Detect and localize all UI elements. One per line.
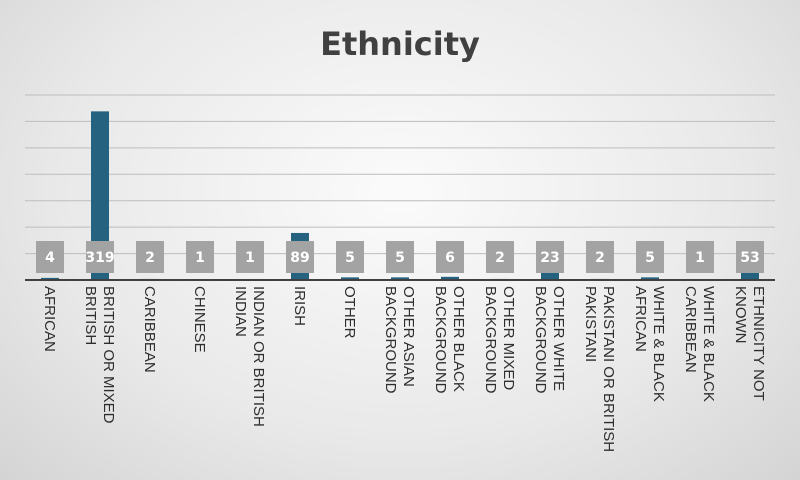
category-label-line: BACKGROUND bbox=[432, 286, 449, 394]
category-label-line: CARIBBEAN bbox=[141, 286, 158, 373]
data-label-box bbox=[536, 241, 564, 273]
data-label-box bbox=[736, 241, 764, 273]
data-label: 1 bbox=[695, 250, 705, 266]
bar bbox=[391, 277, 409, 280]
category-label-line: KNOWN bbox=[732, 286, 749, 344]
data-label: 5 bbox=[645, 250, 655, 266]
data-label-box bbox=[86, 241, 114, 273]
category-label: CARIBBEAN bbox=[141, 286, 158, 373]
category-label-line: AFRICAN bbox=[632, 286, 649, 352]
bar bbox=[41, 277, 59, 280]
bar bbox=[91, 111, 109, 280]
data-label: 6 bbox=[445, 250, 455, 266]
category-label-line: BACKGROUND bbox=[382, 286, 399, 394]
category-label-line: CARIBBEAN bbox=[682, 286, 699, 373]
category-label-line: OTHER ASIAN bbox=[400, 286, 417, 387]
data-label: 2 bbox=[145, 250, 155, 266]
data-label-box bbox=[636, 241, 664, 273]
data-label: 2 bbox=[595, 250, 605, 266]
category-label: IRISH bbox=[291, 286, 308, 326]
category-label-line: ETHNICITY NOT bbox=[750, 286, 767, 401]
category-label-line: OTHER MIXED bbox=[500, 286, 517, 390]
data-label-box bbox=[236, 241, 264, 273]
category-label-line: BACKGROUND bbox=[482, 286, 499, 394]
data-label: 2 bbox=[495, 250, 505, 266]
category-label-line: WHITE & BLACK bbox=[700, 286, 717, 402]
category-label: OTHER bbox=[341, 286, 358, 339]
data-label-box bbox=[686, 241, 714, 273]
data-labels: 4 319 2 1 1 89 5 5 6 2 23 2 5 1 53 bbox=[36, 241, 764, 273]
data-label-box bbox=[386, 241, 414, 273]
category-label-line: INDIAN OR BRITISH bbox=[250, 286, 267, 427]
bar bbox=[641, 277, 659, 280]
data-label-box bbox=[436, 241, 464, 273]
category-label-line: OTHER BLACK bbox=[450, 286, 467, 392]
category-label-line: OTHER bbox=[341, 286, 358, 339]
data-label: 53 bbox=[740, 250, 759, 266]
category-label-line: CHINESE bbox=[191, 286, 208, 353]
data-label: 1 bbox=[245, 250, 255, 266]
data-label: 23 bbox=[540, 250, 559, 266]
bar bbox=[441, 276, 459, 280]
data-label: 319 bbox=[85, 250, 114, 266]
data-label: 89 bbox=[290, 250, 309, 266]
category-label-line: WHITE & BLACK bbox=[650, 286, 667, 402]
data-label: 1 bbox=[195, 250, 205, 266]
category-label: CHINESE bbox=[191, 286, 208, 353]
data-label: 4 bbox=[45, 250, 55, 266]
category-label-line: PAKISTANI bbox=[582, 286, 599, 362]
data-label: 5 bbox=[395, 250, 405, 266]
data-label-box bbox=[486, 241, 514, 273]
data-label: 5 bbox=[345, 250, 355, 266]
category-label-line: IRISH bbox=[291, 286, 308, 326]
chart-title: Ethnicity bbox=[320, 25, 480, 63]
data-label-box bbox=[586, 241, 614, 273]
data-label-box bbox=[136, 241, 164, 273]
category-label-line: BACKGROUND bbox=[532, 286, 549, 394]
data-label-box bbox=[36, 241, 64, 273]
category-label-line: BRITISH bbox=[82, 286, 99, 345]
category-label-line: OTHER WHITE bbox=[550, 286, 567, 391]
category-label-line: PAKISTANI OR BRITISH bbox=[600, 286, 617, 452]
data-label-box bbox=[286, 241, 314, 273]
category-label: AFRICAN bbox=[41, 286, 58, 352]
data-label-box bbox=[186, 241, 214, 273]
category-label-line: BRITISH OR MIXED bbox=[100, 286, 117, 424]
bar bbox=[341, 277, 359, 280]
data-label-box bbox=[336, 241, 364, 273]
category-label-line: AFRICAN bbox=[41, 286, 58, 352]
category-label-line: INDIAN bbox=[232, 286, 249, 337]
gridlines bbox=[25, 94, 775, 255]
